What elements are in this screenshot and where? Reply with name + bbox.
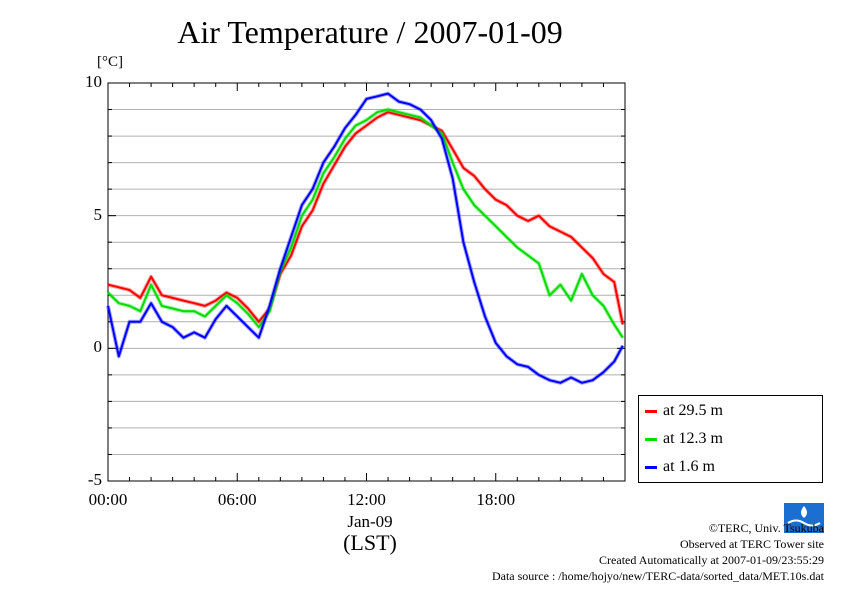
x-axis-label: (LST) bbox=[343, 530, 397, 555]
series-line-1m bbox=[107, 92, 624, 384]
series-line-29m-halo bbox=[107, 110, 625, 325]
credit-site: Observed at TERC Tower site bbox=[679, 537, 824, 551]
credit-created: Created Automatically at 2007-01-09/23:5… bbox=[599, 553, 824, 567]
legend-item-29m: at 29.5 m bbox=[645, 402, 723, 420]
x-tick-label: 00:00 bbox=[88, 490, 128, 509]
series-line-1m-halo bbox=[106, 91, 625, 385]
y-tick-label: 0 bbox=[93, 337, 103, 357]
y-tick-label: 10 bbox=[85, 72, 102, 91]
legend-swatch-1m bbox=[645, 465, 657, 469]
terc-logo-icon bbox=[784, 503, 824, 533]
y-axis-unit-label: [°C] bbox=[97, 54, 123, 70]
date-label: Jan-09 bbox=[347, 512, 393, 531]
legend-label-1m: at 1.6 m bbox=[663, 458, 715, 475]
legend-label-12m: at 12.3 m bbox=[663, 430, 723, 447]
credits-block: ©TERC, Univ. Tsukuba Observed at TERC To… bbox=[492, 520, 824, 584]
legend-swatch-12m bbox=[645, 437, 657, 441]
legend-item-12m: at 12.3 m bbox=[645, 430, 723, 448]
legend: at 29.5 m at 12.3 m at 1.6 m bbox=[638, 395, 823, 483]
y-tick-label: -5 bbox=[87, 470, 102, 489]
plot-frame bbox=[107, 82, 626, 482]
series-line-12m bbox=[107, 108, 624, 339]
legend-item-1m: at 1.6 m bbox=[645, 458, 715, 476]
legend-swatch-29m bbox=[645, 409, 657, 413]
chart-title: Air Temperature / 2007-01-09 bbox=[177, 14, 563, 50]
legend-label-29m: at 29.5 m bbox=[663, 402, 723, 419]
credit-source: Data source : /home/hojyo/new/TERC-data/… bbox=[491, 569, 824, 583]
credit-copyright: ©TERC, Univ. Tsukuba bbox=[708, 521, 824, 535]
series-line-29m bbox=[107, 111, 624, 325]
x-tick-label: 06:00 bbox=[217, 490, 257, 509]
y-tick-label: 5 bbox=[93, 204, 103, 224]
x-tick-label: 18:00 bbox=[476, 490, 516, 509]
x-tick-label: 12:00 bbox=[347, 490, 386, 509]
